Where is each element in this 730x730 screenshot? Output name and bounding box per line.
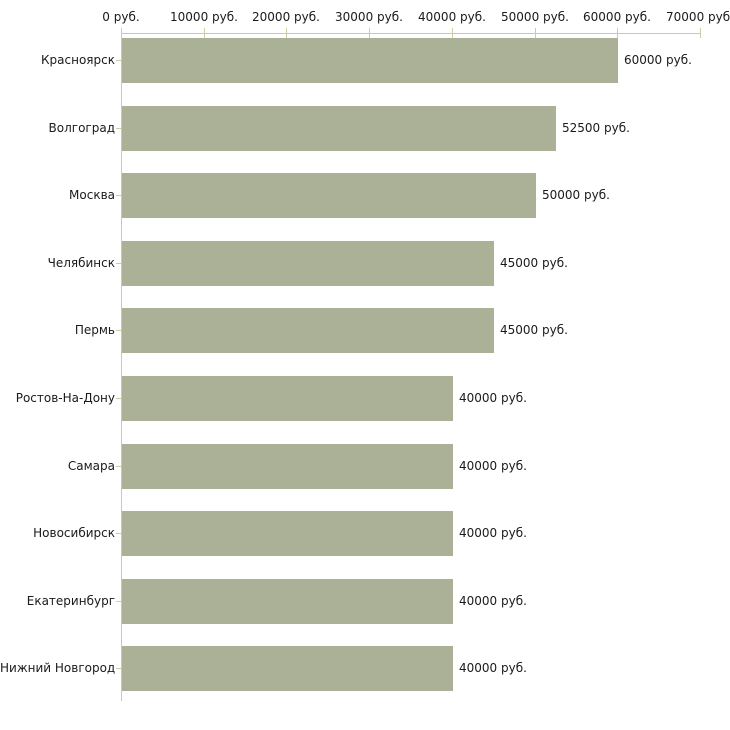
category-tick — [116, 601, 121, 602]
category-tick — [116, 60, 121, 61]
category-tick — [116, 128, 121, 129]
category-label: Нижний Новгород — [0, 661, 116, 675]
category-tick — [116, 466, 121, 467]
bar-value-label: 40000 руб. — [459, 594, 527, 608]
category-label: Екатеринбург — [26, 594, 115, 608]
bar — [122, 38, 618, 83]
bar — [122, 579, 453, 624]
x-axis-line — [121, 33, 700, 34]
category-tick — [116, 195, 121, 196]
x-tick — [121, 28, 122, 38]
category-tick — [116, 263, 121, 264]
bar — [122, 241, 494, 286]
x-tick-label: 70000 руб. — [666, 10, 730, 24]
category-label: Челябинск — [47, 256, 115, 270]
x-tick-label: 40000 руб. — [418, 10, 486, 24]
x-tick-label: 0 руб. — [102, 10, 140, 24]
category-label: Ростов-На-Дону — [15, 391, 115, 405]
bar-value-label: 45000 руб. — [500, 323, 568, 337]
bar — [122, 376, 453, 421]
category-tick — [116, 668, 121, 669]
bar-value-label: 40000 руб. — [459, 459, 527, 473]
x-tick — [535, 28, 536, 38]
x-tick — [204, 28, 205, 38]
bar-value-label: 60000 руб. — [624, 53, 692, 67]
bar-value-label: 50000 руб. — [542, 188, 610, 202]
bar-value-label: 40000 руб. — [459, 661, 527, 675]
bar-value-label: 40000 руб. — [459, 526, 527, 540]
category-label: Пермь — [74, 323, 115, 337]
bar — [122, 106, 556, 151]
x-tick — [700, 28, 701, 38]
category-tick — [116, 398, 121, 399]
x-tick-label: 10000 руб. — [170, 10, 238, 24]
category-label: Красноярск — [41, 53, 115, 67]
x-tick-label: 20000 руб. — [252, 10, 320, 24]
category-label: Волгоград — [48, 121, 115, 135]
x-tick — [617, 28, 618, 38]
category-label: Москва — [69, 188, 115, 202]
bar — [122, 646, 453, 691]
x-tick-label: 30000 руб. — [335, 10, 403, 24]
x-tick — [286, 28, 287, 38]
x-tick-label: 50000 руб. — [501, 10, 569, 24]
bar — [122, 511, 453, 556]
category-tick — [116, 330, 121, 331]
bar-value-label: 45000 руб. — [500, 256, 568, 270]
y-axis-line — [121, 33, 122, 701]
x-tick — [369, 28, 370, 38]
category-tick — [116, 533, 121, 534]
category-label: Самара — [67, 459, 115, 473]
bar — [122, 444, 453, 489]
category-label: Новосибирск — [33, 526, 115, 540]
bar-value-label: 40000 руб. — [459, 391, 527, 405]
x-tick-label: 60000 руб. — [583, 10, 651, 24]
bar — [122, 308, 494, 353]
bar-value-label: 52500 руб. — [562, 121, 630, 135]
bar — [122, 173, 536, 218]
x-tick — [452, 28, 453, 38]
